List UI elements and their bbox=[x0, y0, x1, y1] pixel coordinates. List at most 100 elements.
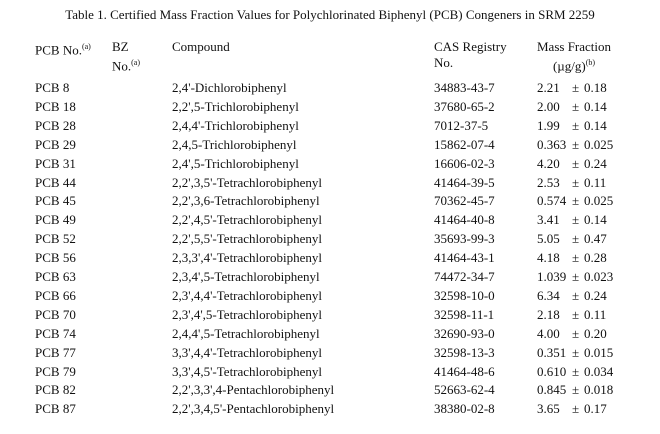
table-row: PCB 49 2,2',4,5'-Tetrachlorobiphenyl 41464… bbox=[0, 211, 660, 229]
plus-minus: ± bbox=[572, 325, 580, 341]
uncertainty-cell: 0.47 bbox=[584, 231, 607, 247]
table-row: PCB 77 3,3',4,4'-Tetrachlorobiphenyl 32598… bbox=[0, 344, 660, 362]
header-mass-fraction: Mass Fraction (µg/g)(b) bbox=[537, 39, 611, 74]
mass-value-cell: 4.18 bbox=[537, 250, 560, 266]
table-row: PCB 70 2,3',4',5-Tetrachlorobiphenyl 32598… bbox=[0, 306, 660, 324]
compound-cell: 3,3',4,4'-Tetrachlorobiphenyl bbox=[172, 344, 322, 360]
compound-cell: 2,4',5-Trichlorobiphenyl bbox=[172, 155, 299, 171]
table-row: PCB 45 2,2',3,6-Tetrachlorobiphenyl 70362-… bbox=[0, 192, 660, 210]
cas-cell: 41464-48-6 bbox=[434, 363, 495, 379]
table-row: PCB 31 2,4',5-Trichlorobiphenyl 16606-02-3… bbox=[0, 155, 660, 173]
compound-cell: 2,4,4',5-Tetrachlorobiphenyl bbox=[172, 325, 320, 341]
mass-value-cell: 1.039 bbox=[537, 269, 567, 284]
uncertainty-cell: 0.11 bbox=[584, 306, 607, 322]
uncertainty-cell: 0.28 bbox=[584, 250, 607, 266]
uncertainty-cell: 0.24 bbox=[584, 287, 607, 303]
header-bz-line2: No. bbox=[112, 58, 132, 74]
cas-cell: 32598-11-1 bbox=[434, 306, 495, 322]
plus-minus: ± bbox=[572, 363, 580, 379]
mass-value-cell: 4.20 bbox=[537, 155, 560, 171]
uncertainty-cell: 0.018 bbox=[584, 382, 614, 398]
header-mass-line2: (µg/g) bbox=[552, 58, 586, 74]
table-row: PCB 79 3,3',4,5'-Tetrachlorobiphenyl 41464… bbox=[0, 363, 660, 381]
cas-cell: 32598-13-3 bbox=[434, 344, 495, 360]
plus-minus: ± bbox=[572, 269, 580, 284]
table-row: PCB 52 2,2',5,5'-Tetrachlorobiphenyl 35693… bbox=[0, 230, 660, 248]
cas-cell: 41464-40-8 bbox=[434, 212, 495, 228]
uncertainty-cell: 0.025 bbox=[584, 136, 614, 152]
table-row: PCB 82 2,2',3,3',4-Pentachlorobiphenyl 526… bbox=[0, 381, 660, 399]
table-row: PCB 44 2,2',3,5'-Tetrachlorobiphenyl 41464… bbox=[0, 174, 660, 192]
pcb-no-cell: PCB 49 bbox=[35, 212, 76, 228]
table-row: PCB 18 2,2',5-Trichlorobiphenyl 37680-65-2… bbox=[0, 98, 660, 116]
mass-value-cell: 2.18 bbox=[537, 306, 560, 322]
plus-minus: ± bbox=[572, 80, 580, 95]
compound-cell: 2,2',3,6-Tetrachlorobiphenyl bbox=[172, 193, 320, 209]
compound-cell: 2,3,3',4'-Tetrachlorobiphenyl bbox=[172, 250, 322, 266]
compound-cell: 2,2',5-Trichlorobiphenyl bbox=[172, 98, 299, 114]
table-row: PCB 8 2,4'-Dichlorobiphenyl 34883-43-7 2.21… bbox=[0, 79, 660, 97]
cas-cell: 70362-45-7 bbox=[434, 193, 495, 209]
mass-value-cell: 3.65 bbox=[537, 401, 560, 417]
plus-minus: ± bbox=[572, 382, 580, 398]
header-mass-line1: Mass Fraction bbox=[537, 39, 612, 54]
compound-cell: 2,2',3,3',4-Pentachlorobiphenyl bbox=[172, 382, 335, 398]
plus-minus: ± bbox=[572, 250, 580, 266]
plus-minus: ± bbox=[572, 117, 580, 133]
pcb-no-cell: PCB 52 bbox=[35, 231, 76, 247]
mass-value-cell: 2.21 bbox=[537, 80, 560, 95]
header-bz-no: BZ No.(a) bbox=[112, 39, 140, 74]
plus-minus: ± bbox=[572, 174, 580, 190]
compound-cell: 2,4,5-Trichlorobiphenyl bbox=[172, 136, 297, 152]
plus-minus: ± bbox=[572, 136, 580, 152]
header-pcb-no-label: PCB No. bbox=[35, 42, 82, 58]
cas-cell: 32598-10-0 bbox=[434, 287, 495, 303]
uncertainty-cell: 0.24 bbox=[584, 155, 607, 171]
footnote-ref: (b) bbox=[585, 58, 596, 67]
mass-value-cell: 0.351 bbox=[537, 344, 567, 360]
uncertainty-cell: 0.034 bbox=[584, 363, 614, 379]
cas-cell: 37680-65-2 bbox=[434, 98, 495, 114]
table-row: PCB 56 2,3,3',4'-Tetrachlorobiphenyl 41464… bbox=[0, 249, 660, 267]
footnote-ref: (a) bbox=[81, 42, 91, 51]
cas-cell: 41464-39-5 bbox=[434, 174, 495, 190]
uncertainty-cell: 0.023 bbox=[584, 269, 614, 284]
table-row: PCB 74 2,4,4',5-Tetrachlorobiphenyl 32690-… bbox=[0, 325, 660, 343]
plus-minus: ± bbox=[572, 306, 580, 322]
uncertainty-cell: 0.20 bbox=[584, 325, 607, 341]
pcb-no-cell: PCB 82 bbox=[35, 382, 76, 398]
mass-value-cell: 0.574 bbox=[537, 193, 567, 209]
mass-value-cell: 2.00 bbox=[537, 98, 560, 114]
pcb-no-cell: PCB 18 bbox=[35, 98, 76, 114]
cas-cell: 35693-99-3 bbox=[434, 231, 495, 247]
uncertainty-cell: 0.015 bbox=[584, 344, 614, 360]
header-cas-line2: No. bbox=[434, 55, 454, 70]
header-compound: Compound bbox=[172, 39, 230, 54]
pcb-no-cell: PCB 45 bbox=[35, 193, 76, 209]
compound-cell: 2,3',4,4'-Tetrachlorobiphenyl bbox=[172, 287, 322, 303]
plus-minus: ± bbox=[572, 98, 580, 114]
pcb-no-cell: PCB 8 bbox=[35, 80, 70, 95]
plus-minus: ± bbox=[572, 193, 580, 209]
uncertainty-cell: 0.14 bbox=[584, 117, 607, 133]
pcb-no-cell: PCB 28 bbox=[35, 117, 76, 133]
plus-minus: ± bbox=[572, 231, 580, 247]
plus-minus: ± bbox=[572, 401, 580, 417]
pcb-no-cell: PCB 87 bbox=[35, 401, 76, 417]
cas-cell: 52663-62-4 bbox=[434, 382, 495, 398]
pcb-no-cell: PCB 29 bbox=[35, 136, 76, 152]
compound-cell: 2,4,4'-Trichlorobiphenyl bbox=[172, 117, 299, 133]
table-title: Table 1. Certified Mass Fraction Values … bbox=[65, 7, 595, 22]
pcb-no-cell: PCB 77 bbox=[35, 344, 76, 360]
table-row: PCB 29 2,4,5-Trichlorobiphenyl 15862-07-4 0… bbox=[0, 136, 660, 154]
header-cas-line1: CAS Registry bbox=[434, 39, 507, 54]
cas-cell: 38380-02-8 bbox=[434, 401, 495, 417]
pcb-no-cell: PCB 56 bbox=[35, 250, 76, 266]
mass-value-cell: 5.05 bbox=[537, 231, 560, 247]
table-row: PCB 87 2,2',3,4,5'-Pentachlorobiphenyl 383… bbox=[0, 400, 660, 418]
uncertainty-cell: 0.025 bbox=[584, 193, 614, 209]
compound-cell: 2,2',3,5'-Tetrachlorobiphenyl bbox=[172, 174, 322, 190]
footnote-ref: (a) bbox=[131, 58, 141, 67]
plus-minus: ± bbox=[572, 155, 580, 171]
pcb-no-cell: PCB 44 bbox=[35, 174, 76, 190]
